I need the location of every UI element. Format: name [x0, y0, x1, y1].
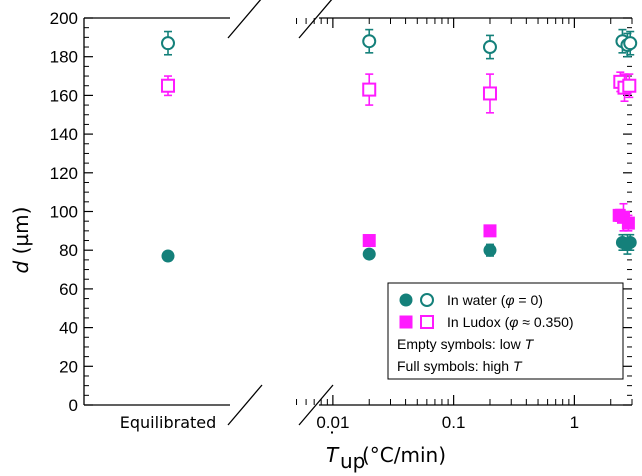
series-3-point	[623, 235, 637, 249]
y-axis-title: d (µm)	[9, 207, 33, 274]
x-tick-label: 0.1	[442, 413, 466, 432]
legend-ludox-empty-marker	[420, 315, 434, 329]
x-axis-title-dot: ˙	[327, 428, 337, 452]
legend-water-label: In water (φ = 0)	[447, 292, 543, 308]
series-4-point	[362, 234, 376, 248]
x-axis-title-sub: up	[340, 449, 365, 473]
legend-frame	[387, 282, 624, 380]
y-tick-label: 120	[50, 164, 78, 183]
legend-water-empty-marker	[420, 293, 434, 307]
x-axis-title-var: T	[326, 443, 340, 467]
y-tick-label: 0	[69, 396, 78, 415]
y-axis-title-var: d	[9, 260, 33, 273]
left-category-label: Equilibrated	[120, 413, 217, 432]
legend-ludox-label: In Ludox (φ ≈ 0.350)	[447, 314, 574, 330]
series-3-point	[362, 247, 376, 261]
series-3-equilibrated-point	[161, 249, 175, 263]
legend-note-empty: Empty symbols: low T	[397, 336, 535, 352]
series-1-point	[623, 36, 638, 51]
legend-note-full: Full symbols: high T	[397, 358, 523, 374]
axis-break-mark-top-right	[298, 0, 333, 39]
series-1-equilibrated-point	[161, 36, 175, 51]
y-tick-label: 80	[59, 241, 78, 260]
series-2-point	[622, 78, 637, 93]
axis-break-mark-top-left	[227, 0, 262, 39]
x-tick-label: 0.01	[316, 413, 349, 432]
legend-ludox-filled-marker	[399, 315, 413, 329]
series-2-point	[482, 86, 497, 101]
y-tick-label: 60	[59, 280, 78, 299]
series-4-point	[621, 216, 635, 230]
series-2-point	[362, 82, 377, 97]
y-tick-label: 20	[59, 357, 78, 376]
x-axis-title: T ˙ up (°C/min)	[326, 428, 446, 473]
y-tick-label: 100	[50, 203, 78, 222]
series-4-point	[483, 224, 497, 238]
y-axis-title-unit: (µm)	[9, 207, 33, 261]
legend: In water (φ = 0) In Ludox (φ ≈ 0.350) Em…	[387, 282, 624, 380]
series-1-point	[482, 40, 497, 55]
y-tick-label: 40	[59, 319, 78, 338]
axis-break-mark-bottom-left	[227, 384, 263, 426]
y-tick-label: 160	[50, 86, 78, 105]
y-tick-label: 140	[50, 125, 78, 144]
legend-water-filled-marker	[399, 293, 413, 307]
data-marks	[161, 28, 638, 263]
series-2-equilibrated-point	[161, 78, 175, 93]
y-ticks: 0 20 40 60 80 100 120 140 160 180 200	[50, 9, 632, 415]
series-3-point	[483, 243, 497, 257]
series-1-point	[362, 34, 377, 49]
x-axis-title-unit: (°C/min)	[362, 443, 446, 467]
y-tick-label: 180	[50, 48, 78, 67]
x-tick-label: 1	[570, 413, 579, 432]
axis-break-mark-bottom-right	[298, 384, 334, 426]
x-ticks: 0.01 0.1 1	[296, 18, 633, 432]
y-tick-label: 200	[50, 9, 78, 28]
